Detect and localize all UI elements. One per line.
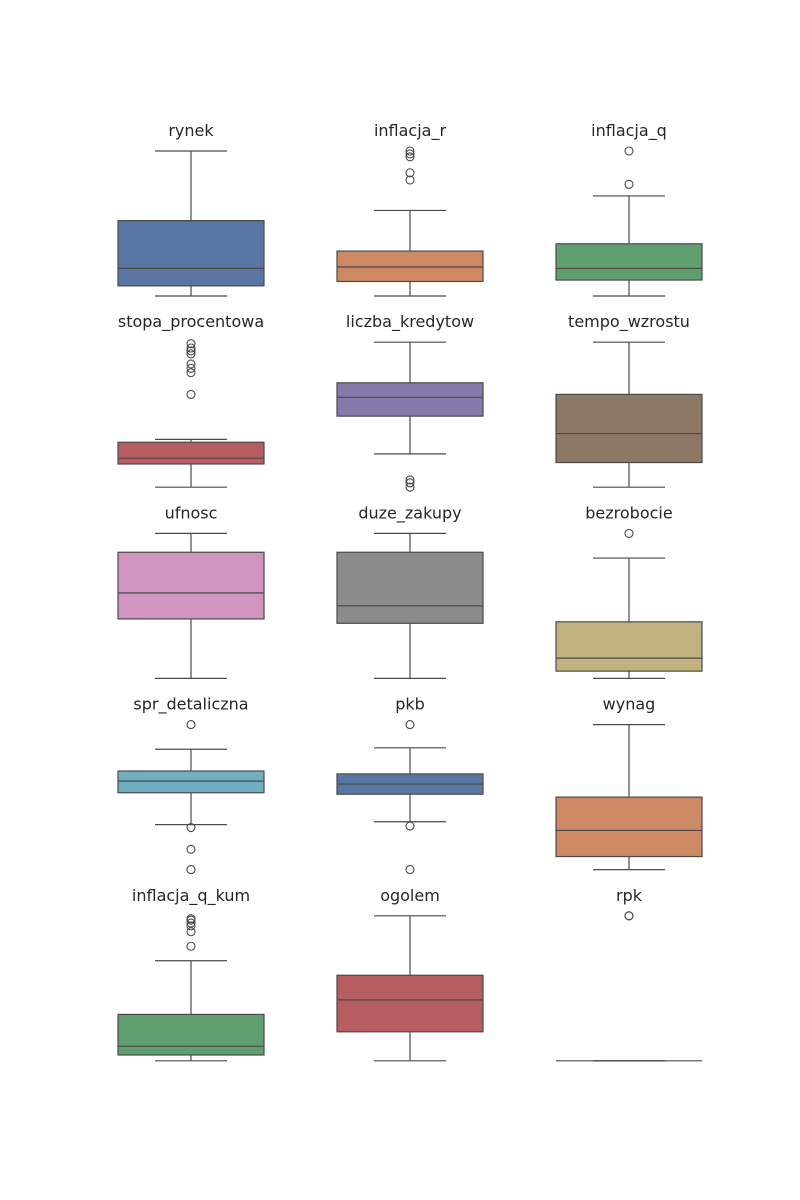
box (555, 243, 703, 281)
box (336, 551, 484, 624)
outlier-point (405, 146, 415, 156)
panel-title: inflacja_q_kum (132, 886, 250, 906)
outlier-point (405, 149, 415, 159)
outlier-point (186, 359, 196, 369)
box (555, 796, 703, 858)
panel: ogolem (336, 886, 484, 1062)
panel: bezrobocie (555, 503, 703, 680)
panel-title: pkb (395, 695, 425, 714)
panel-title: bezrobocie (585, 503, 672, 522)
outlier-point (186, 343, 196, 353)
panel-title: rpk (616, 886, 643, 905)
outlier-point (405, 478, 415, 488)
box (117, 220, 265, 287)
outlier-point (186, 363, 196, 373)
panel: inflacja_q (555, 121, 703, 297)
box (117, 441, 265, 465)
outlier-point (405, 475, 415, 485)
box (555, 393, 703, 464)
panel: rynek (117, 121, 265, 297)
outlier-point (186, 921, 196, 931)
panel: duze_zakupy (336, 503, 484, 680)
panel: stopa_procentowa (117, 312, 265, 488)
panel: pkb (336, 695, 484, 875)
outlier-point (186, 339, 196, 349)
box (336, 250, 484, 283)
outlier-point (186, 346, 196, 356)
outlier-point (186, 914, 196, 924)
outlier-point (186, 389, 196, 399)
panel: wynag (555, 695, 703, 871)
panel-title: stopa_procentowa (118, 312, 264, 332)
panel-title: duze_zakupy (358, 503, 461, 523)
panel: inflacja_r (336, 121, 484, 297)
outlier-point (624, 179, 634, 189)
outlier-point (624, 911, 634, 921)
panel: spr_detaliczna (117, 695, 265, 875)
panel-title: wynag (603, 695, 656, 714)
outlier-point (186, 918, 196, 928)
panel-title: ogolem (380, 886, 440, 905)
outlier-point (186, 941, 196, 951)
panel: tempo_wzrostu (555, 312, 703, 488)
panel-title: rynek (168, 121, 214, 140)
panel: ufnosc (117, 503, 265, 680)
outlier-point (405, 152, 415, 162)
box (336, 382, 484, 417)
panel-title: inflacja_q (591, 121, 667, 141)
outlier-point (405, 821, 415, 831)
panel-title: tempo_wzrostu (568, 312, 690, 332)
box (117, 770, 265, 794)
panel-title: ufnosc (165, 503, 218, 522)
outlier-point (405, 720, 415, 730)
outlier-point (624, 528, 634, 538)
panel-title: inflacja_r (374, 121, 447, 141)
box (336, 974, 484, 1033)
outlier-point (186, 368, 196, 378)
panel-title: spr_detaliczna (133, 695, 248, 715)
outlier-point (405, 865, 415, 875)
box (117, 551, 265, 620)
outlier-point (186, 844, 196, 854)
outlier-point (186, 349, 196, 359)
outlier-point (405, 168, 415, 178)
panel: liczba_kredytow (336, 312, 484, 492)
outlier-point (186, 865, 196, 875)
outlier-point (186, 822, 196, 833)
panel: inflacja_q_kum (117, 886, 265, 1062)
outlier-point (186, 720, 196, 730)
panel: rpk (556, 886, 702, 1062)
outlier-point (624, 146, 634, 156)
outlier-point (405, 175, 415, 185)
panel-title: liczba_kredytow (346, 312, 474, 332)
outlier-point (186, 927, 196, 937)
box (555, 621, 703, 672)
outlier-point (405, 482, 415, 492)
box (117, 1013, 265, 1056)
